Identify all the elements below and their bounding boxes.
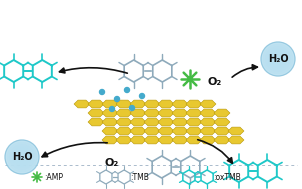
Polygon shape [102, 118, 118, 126]
Circle shape [271, 53, 284, 65]
Polygon shape [228, 127, 244, 135]
Circle shape [261, 42, 295, 76]
Text: :AMP: :AMP [44, 173, 63, 181]
Circle shape [5, 140, 39, 174]
Text: H₂O: H₂O [268, 54, 288, 64]
Circle shape [124, 88, 130, 92]
Polygon shape [186, 100, 202, 108]
Polygon shape [214, 109, 230, 117]
Polygon shape [186, 136, 202, 144]
Polygon shape [200, 100, 216, 108]
Polygon shape [74, 100, 90, 108]
Polygon shape [130, 109, 146, 117]
Polygon shape [172, 127, 188, 135]
Text: :TMB: :TMB [130, 173, 149, 181]
FancyArrowPatch shape [198, 140, 232, 163]
Text: H₂O: H₂O [12, 152, 32, 162]
Polygon shape [228, 136, 244, 144]
Polygon shape [88, 100, 104, 108]
Polygon shape [102, 109, 118, 117]
Text: O₂: O₂ [208, 77, 222, 87]
Circle shape [16, 151, 28, 163]
Circle shape [263, 44, 293, 74]
Polygon shape [116, 100, 132, 108]
Text: :oxTMB: :oxTMB [213, 173, 241, 181]
FancyArrowPatch shape [59, 68, 127, 73]
Text: O₂: O₂ [105, 158, 119, 168]
Polygon shape [88, 109, 104, 117]
Circle shape [20, 155, 24, 159]
Polygon shape [130, 100, 146, 108]
Polygon shape [144, 127, 160, 135]
Polygon shape [88, 118, 104, 126]
Polygon shape [158, 118, 174, 126]
Polygon shape [116, 118, 132, 126]
Polygon shape [186, 127, 202, 135]
Circle shape [269, 50, 287, 67]
Circle shape [265, 46, 291, 72]
Circle shape [14, 149, 31, 166]
Polygon shape [172, 136, 188, 144]
Polygon shape [158, 136, 174, 144]
Circle shape [7, 142, 37, 172]
Polygon shape [214, 136, 230, 144]
Polygon shape [200, 127, 216, 135]
Polygon shape [172, 118, 188, 126]
Circle shape [140, 94, 144, 98]
Polygon shape [186, 118, 202, 126]
Circle shape [130, 105, 134, 111]
Circle shape [9, 144, 35, 170]
Circle shape [110, 106, 114, 112]
Polygon shape [102, 136, 118, 144]
Polygon shape [116, 127, 132, 135]
Polygon shape [116, 136, 132, 144]
FancyArrowPatch shape [42, 143, 107, 157]
Polygon shape [200, 136, 216, 144]
Polygon shape [158, 127, 174, 135]
Polygon shape [214, 127, 230, 135]
Polygon shape [214, 118, 230, 126]
Polygon shape [158, 100, 174, 108]
Polygon shape [158, 109, 174, 117]
FancyArrowPatch shape [232, 65, 257, 77]
Polygon shape [102, 100, 118, 108]
Polygon shape [130, 127, 146, 135]
Polygon shape [172, 109, 188, 117]
Polygon shape [116, 109, 132, 117]
Circle shape [274, 55, 282, 63]
Polygon shape [144, 118, 160, 126]
Polygon shape [186, 109, 202, 117]
Polygon shape [102, 127, 118, 135]
Circle shape [5, 140, 39, 174]
Polygon shape [200, 109, 216, 117]
Polygon shape [144, 100, 160, 108]
Circle shape [18, 153, 26, 161]
Circle shape [267, 48, 289, 70]
Circle shape [276, 57, 280, 61]
Polygon shape [144, 109, 160, 117]
Polygon shape [200, 118, 216, 126]
Polygon shape [130, 118, 146, 126]
Circle shape [114, 97, 120, 101]
Circle shape [99, 90, 104, 94]
Circle shape [261, 42, 295, 76]
Circle shape [11, 146, 33, 168]
Polygon shape [172, 100, 188, 108]
Polygon shape [144, 136, 160, 144]
Polygon shape [130, 136, 146, 144]
